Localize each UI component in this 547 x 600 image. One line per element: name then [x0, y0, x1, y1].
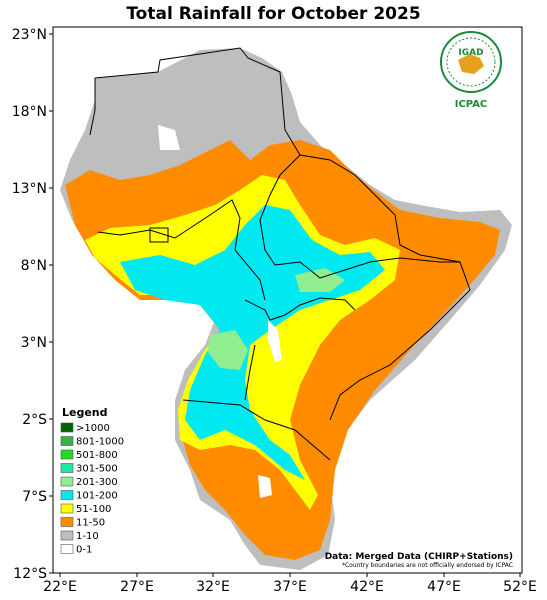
- region-201-300: [208, 330, 248, 370]
- logo-map-shape: [458, 54, 484, 74]
- longitude-axis: 22°E 27°E 32°E 37°E 42°E 47°E 52°E: [43, 573, 537, 595]
- region-0-1: [158, 125, 180, 150]
- lon-tick-label: 42°E: [350, 579, 384, 595]
- rainfall-regions: [60, 48, 512, 570]
- country-boundaries: [89, 47, 471, 461]
- legend-label: 1-10: [76, 531, 99, 542]
- legend-label: 51-100: [76, 504, 111, 515]
- lon-tick-label: 32°E: [196, 579, 230, 595]
- legend-label: 301-500: [76, 464, 118, 475]
- legend-label: 11-50: [76, 518, 105, 529]
- region-0-1-south: [258, 475, 272, 498]
- latitude-axis: 23°N 18°N 13°N 8°N 3°N 2°S 7°S 12°S: [12, 27, 53, 582]
- lat-tick-label: 2°S: [22, 412, 47, 428]
- legend-swatch: [60, 436, 74, 446]
- legend-label: 801-1000: [76, 437, 124, 448]
- lat-tick-label: 23°N: [12, 27, 47, 43]
- legend-swatch: [60, 422, 74, 433]
- lat-tick-label: 7°S: [22, 489, 47, 505]
- logo-inner-ring: [446, 37, 496, 87]
- legend-swatch: [60, 463, 74, 473]
- lon-tick-label: 22°E: [43, 579, 77, 595]
- logo-bottom-text: ICPAC: [455, 99, 488, 110]
- legend: Legend >1000 801-1000 501-800 301-500 201-30…: [60, 406, 124, 556]
- boundary-note: *Country boundaries are not officially e…: [342, 562, 513, 569]
- legend-label: 501-800: [76, 450, 118, 461]
- map-title: Total Rainfall for October 2025: [126, 4, 421, 24]
- legend-label: 0-1: [76, 545, 92, 556]
- region-0-1-lake: [268, 320, 282, 362]
- legend-swatch: [60, 517, 74, 527]
- legend-swatch: [60, 449, 74, 460]
- lat-tick-label: 13°N: [12, 181, 47, 197]
- icpac-logo: IGAD ICPAC: [440, 31, 502, 110]
- legend-label: >1000: [76, 423, 110, 434]
- legend-label: 201-300: [76, 477, 118, 488]
- data-credit: Data: Merged Data (CHIRP+Stations): [325, 552, 513, 562]
- legend-label: 101-200: [76, 491, 118, 502]
- legend-swatch: [60, 503, 74, 514]
- legend-swatch: [60, 544, 74, 554]
- lat-tick-label: 12°S: [13, 566, 47, 582]
- lon-tick-label: 47°E: [427, 579, 461, 595]
- lon-tick-label: 52°E: [503, 579, 537, 595]
- legend-swatch: [60, 530, 74, 541]
- lat-tick-label: 3°N: [21, 335, 47, 351]
- legend-swatch: [60, 490, 74, 500]
- lat-tick-label: 18°N: [12, 104, 47, 120]
- lon-tick-label: 37°E: [273, 579, 307, 595]
- legend-swatch: [60, 476, 74, 487]
- lon-tick-label: 27°E: [120, 579, 154, 595]
- lat-tick-label: 8°N: [21, 258, 47, 274]
- logo-top-text: IGAD: [458, 48, 483, 58]
- legend-title: Legend: [62, 406, 108, 419]
